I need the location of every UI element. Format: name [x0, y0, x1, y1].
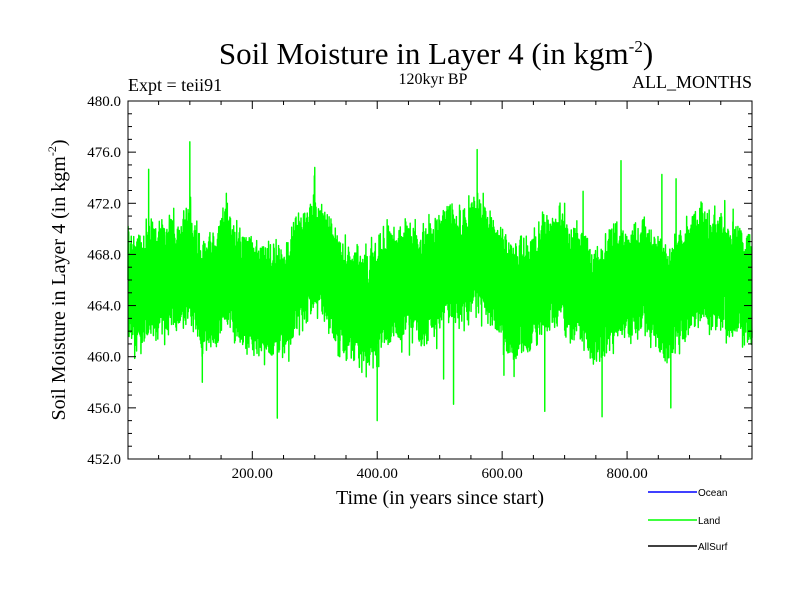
plot-layer	[127, 141, 753, 422]
legend-label-land: Land	[698, 516, 720, 527]
legend: Ocean Land AllSurf	[648, 488, 728, 553]
x-tick-label-800: 800.00	[606, 466, 647, 482]
y-tick-label-476: 476.0	[87, 145, 121, 161]
axis-layer: 452.0 456.0 460.0 464.0 468.0 472.0 476.0 480.0…	[87, 94, 752, 482]
y-tick-label-460: 460.0	[87, 350, 121, 366]
y-tick-label-452: 452.0	[87, 452, 121, 468]
x-axis-label: Time (in years since start)	[336, 487, 544, 509]
x-tick-label-400: 400.00	[357, 466, 398, 482]
y-tick-label-480: 480.0	[87, 94, 121, 110]
subtitle-right: ALL_MONTHS	[632, 72, 752, 92]
legend-label-ocean: Ocean	[698, 488, 727, 499]
y-tick-label-464: 464.0	[87, 299, 121, 315]
subtitle-left: Expt = teii91	[128, 75, 222, 95]
x-tick-label-600: 600.00	[482, 466, 523, 482]
y-tick-label-468: 468.0	[87, 247, 121, 263]
legend-label-allsurf: AllSurf	[698, 542, 728, 553]
x-tick-label-200: 200.00	[232, 466, 273, 482]
y-axis-label: Soil Moisture in Layer 4 (in kgm-2)	[45, 139, 70, 420]
y-tick-label-456: 456.0	[87, 401, 121, 417]
chart-title: Soil Moisture in Layer 4 (in kgm-2)	[219, 36, 653, 71]
y-tick-label-472: 472.0	[87, 196, 121, 212]
series-land-line	[127, 141, 753, 422]
subtitle-center: 120kyr BP	[399, 71, 468, 88]
